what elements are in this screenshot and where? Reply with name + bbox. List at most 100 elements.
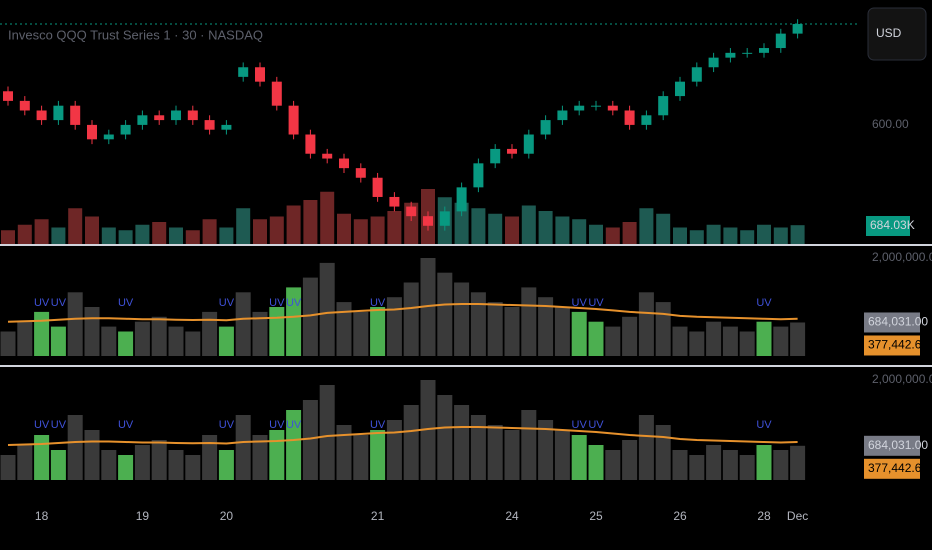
volume-bar: [538, 211, 553, 244]
highlight-label: UV: [118, 419, 134, 431]
last-volume-tag: [866, 216, 910, 236]
candle-body: [775, 33, 786, 49]
bar: [134, 321, 150, 356]
x-tick-label: 28: [757, 509, 771, 523]
candle-body: [406, 206, 417, 217]
highlight-bar: [756, 445, 772, 480]
bar: [454, 405, 470, 480]
volume-bar: [572, 219, 587, 244]
volume-bar: [740, 230, 755, 244]
bar: [672, 326, 688, 356]
moving-average: [7, 426, 798, 446]
bar: [689, 455, 705, 480]
volume-bar: [118, 230, 133, 244]
highlight-bar: [269, 307, 285, 356]
highlight-bar: [571, 435, 587, 480]
bar: [739, 455, 755, 480]
highlight-label: UV: [286, 419, 302, 431]
candle-body: [591, 105, 601, 107]
highlight-bar: [286, 410, 302, 480]
highlight-bar: [118, 331, 134, 356]
volume-bar: [605, 227, 620, 244]
volume-bar: [185, 230, 200, 244]
bar: [655, 302, 671, 356]
highlight-bar: [218, 326, 234, 356]
candle-body: [322, 153, 333, 159]
bar: [722, 450, 738, 480]
volume-bar: [253, 219, 267, 244]
volume-bar: [790, 225, 805, 244]
candle-body: [658, 96, 669, 116]
bar: [605, 326, 621, 356]
highlight-label: UV: [34, 297, 50, 309]
volume-bar: [454, 202, 469, 244]
bar: [235, 292, 251, 356]
volume-bar: [471, 208, 486, 244]
bar: [67, 292, 83, 356]
volume-bar: [1, 230, 15, 244]
candle-body: [624, 110, 635, 125]
candle-body: [288, 105, 299, 135]
bar: [67, 415, 83, 480]
bar: [101, 450, 117, 480]
candle-body: [3, 91, 13, 101]
volume-bar: [555, 216, 570, 244]
bar: [353, 311, 369, 356]
symbol-title: Invesco QQQ Trust Series 1 · 30 · NASDAQ: [8, 27, 263, 42]
volume-bar: [135, 224, 150, 244]
y-tick-label: 2,000,000.00: [872, 372, 932, 386]
volume-bar: [757, 224, 771, 244]
candle-body: [389, 196, 400, 207]
candle-body: [271, 81, 282, 106]
candle-body: [557, 110, 568, 121]
bar: [252, 435, 268, 480]
highlight-label: UV: [269, 419, 285, 431]
volume-bar: [34, 219, 49, 244]
bar: [151, 440, 167, 480]
bar: [403, 282, 419, 356]
y-tick-label: 600.00: [872, 117, 909, 131]
volume-bar: [589, 224, 603, 244]
volume-bar: [622, 222, 637, 244]
highlight-bar: [34, 435, 50, 480]
bar: [84, 307, 100, 356]
bar: [235, 415, 251, 480]
bar: [655, 425, 671, 480]
bar: [302, 400, 318, 480]
candle-body: [36, 110, 47, 121]
volume-bar: [303, 200, 318, 244]
volume-bar: [488, 213, 503, 244]
highlight-bar: [218, 450, 234, 480]
bar: [134, 445, 150, 480]
bar: [84, 430, 100, 480]
volume-bar: [773, 227, 788, 244]
candle-body: [675, 81, 685, 97]
bar: [353, 435, 369, 480]
x-tick-label: 20: [220, 509, 234, 523]
bar: [386, 420, 402, 480]
bar: [386, 297, 402, 356]
currency[interactable]: USD: [876, 26, 902, 40]
bar: [521, 287, 537, 356]
highlight-label: UV: [269, 297, 285, 309]
candle-body: [137, 115, 148, 125]
highlight-bar: [286, 287, 302, 356]
bar: [689, 331, 705, 356]
bar: [168, 326, 184, 356]
bar: [17, 321, 33, 356]
highlight-bar: [50, 326, 66, 356]
highlight-label: UV: [51, 297, 67, 309]
volume-bar: [236, 208, 251, 244]
ma-label: 377,442.65: [868, 338, 928, 352]
currency-button[interactable]: [867, 7, 927, 61]
candle-body: [103, 134, 114, 140]
candle-body: [238, 67, 249, 77]
bar: [487, 302, 503, 356]
volume-bar: [101, 227, 116, 244]
highlight-bar: [370, 307, 386, 356]
volume-bar: [169, 227, 183, 244]
candle-body: [456, 187, 467, 212]
candle-body: [187, 110, 198, 121]
bar: [319, 262, 335, 356]
highlight-label: UV: [588, 297, 604, 309]
